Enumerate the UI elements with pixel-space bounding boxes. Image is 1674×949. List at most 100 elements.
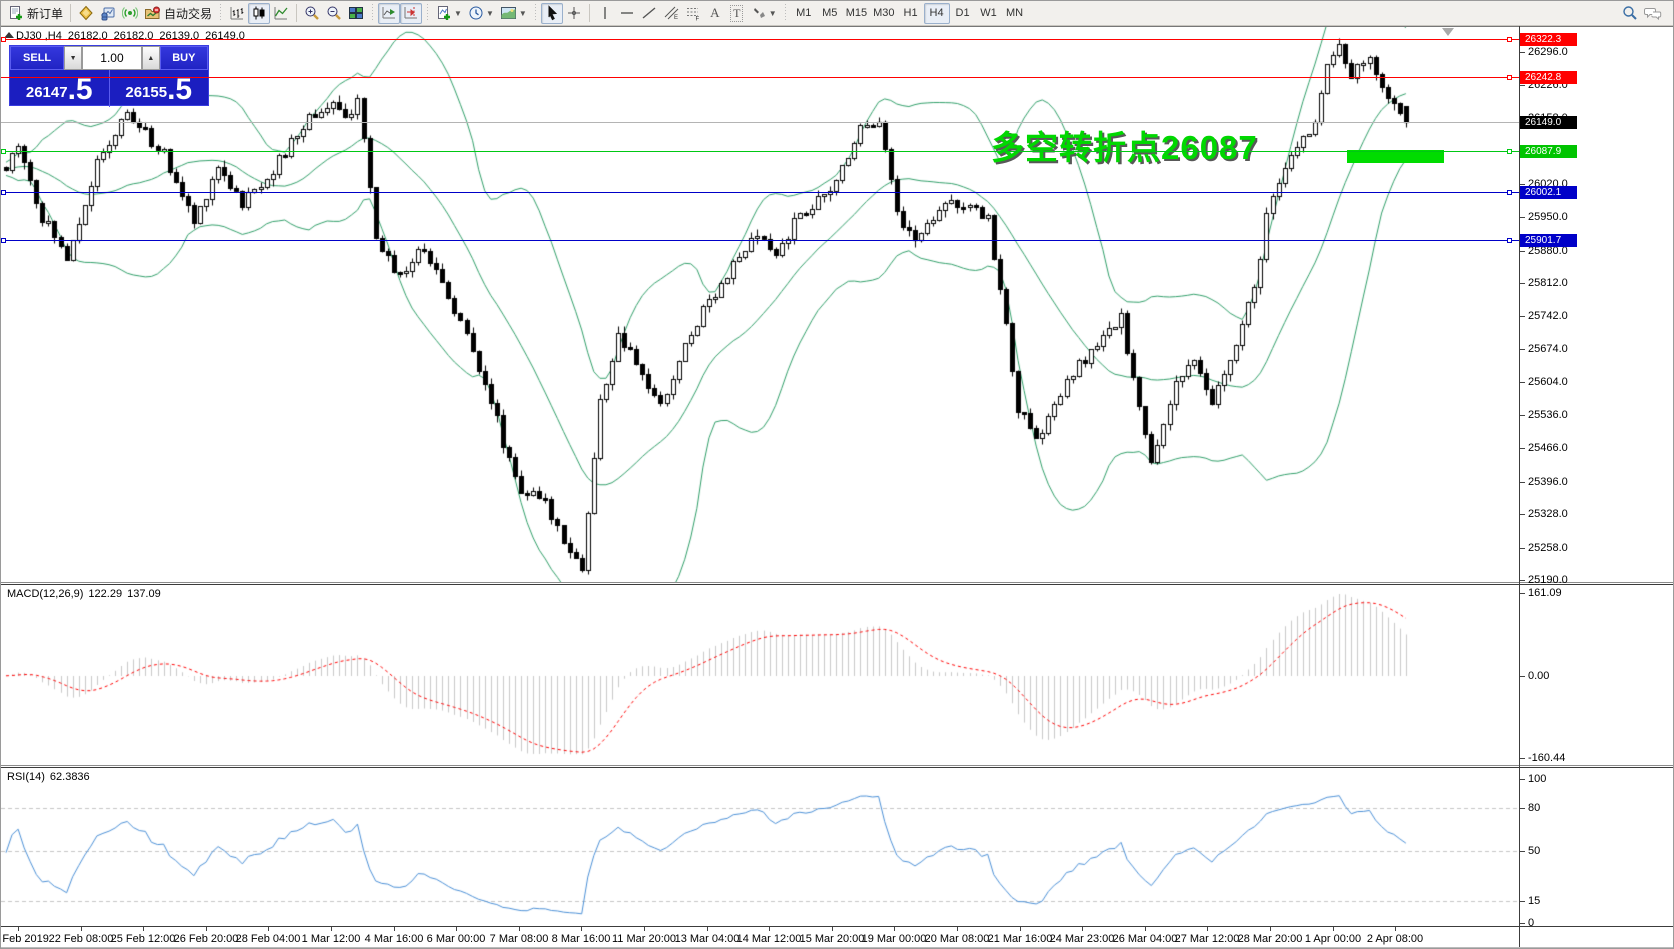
text-label-tool-button[interactable]: T [726,3,748,24]
resistance-line-1-badge: 26322.3 [1520,33,1577,46]
new-order-label: 新订单 [27,6,64,21]
pivot-line-handle-left[interactable] [1,149,6,154]
highlight-box[interactable] [1347,150,1444,163]
time-tick [1082,927,1083,931]
timeframe-h4[interactable]: H4 [923,2,950,24]
volume-decrease-button[interactable]: ▼ [64,46,82,70]
rsi-name: RSI(14) [7,771,45,783]
macd-canvas[interactable] [1,585,1519,764]
autotrading-icon [145,6,161,19]
bar-chart-button[interactable] [226,3,248,24]
macd-tick: -160.44 [1520,752,1565,764]
volume-input[interactable] [81,46,142,70]
resistance-line-1-handle-right[interactable] [1507,37,1512,42]
templates-dropdown-caret[interactable]: ▼ [518,8,527,18]
text-label-tool-icon: T [730,4,744,22]
buy-button[interactable]: BUY [159,46,208,70]
resistance-line-1[interactable] [1,39,1519,40]
bar-high: 26182.0 [113,30,154,42]
support-line-1-handle-right[interactable] [1507,190,1512,195]
fibonacci-tool-button[interactable]: F [682,3,704,24]
bar-close: 26149.0 [205,30,245,42]
market-watch-button[interactable] [97,3,119,24]
resistance-line-1-handle-left[interactable] [1,37,6,42]
periods-button[interactable]: ▼ [465,3,497,24]
chat-icon [1644,7,1662,20]
autotrading-button[interactable]: 自动交易 [141,3,215,24]
price-tick: 25880.0 [1520,245,1568,257]
indicators-dropdown-caret[interactable]: ▼ [454,8,462,18]
main-chart-canvas[interactable] [1,27,1519,582]
signals-icon [122,7,139,19]
text-tool-button[interactable]: A [704,3,726,24]
signals-button[interactable] [119,3,141,24]
arrows-dropdown-caret[interactable]: ▼ [768,8,777,18]
trendline-tool-button[interactable] [638,3,660,24]
price-tick: 25950.0 [1520,211,1568,223]
resistance-line-2-handle-right[interactable] [1507,75,1512,80]
resistance-line-2[interactable] [1,77,1519,78]
time-label: 1 Apr 00:00 [1304,933,1362,945]
equidistant-channel-tool-button[interactable]: E [660,3,682,24]
time-tick [268,927,269,931]
svg-text:E: E [674,15,678,21]
periods-dropdown-caret[interactable]: ▼ [485,8,494,18]
chat-button[interactable] [1641,3,1665,24]
time-tick [1020,927,1021,931]
one-click-toggle[interactable] [4,32,14,38]
timeframe-m1[interactable]: M1 [796,7,812,19]
rsi-tick: 0 [1520,917,1534,929]
autotrading-label: 自动交易 [164,6,213,21]
time-label: 22 Feb 08:00 [48,933,114,945]
horizontal-line-tool-button[interactable] [616,3,638,24]
vertical-line-tool-button[interactable] [594,3,616,24]
timeframe-w1[interactable]: W1 [980,7,997,19]
line-chart-button[interactable] [270,3,292,24]
support-line-2[interactable] [1,240,1519,241]
sell-price[interactable]: 26147.5 [10,70,110,107]
macd-tick: 161.09 [1520,587,1562,599]
chart-shift-marker[interactable] [1442,28,1454,36]
auto-scroll-button[interactable] [378,2,401,24]
time-tick [143,927,144,931]
zoom-out-button[interactable] [323,3,345,24]
timeframe-mn[interactable]: MN [1005,7,1024,19]
timeframe-m30[interactable]: M30 [873,7,895,19]
chart-shift-button[interactable] [400,2,423,24]
metaeditor-button[interactable] [75,3,97,24]
candlestick-chart-button[interactable] [248,2,271,24]
volume-increase-button[interactable]: ▲ [141,46,160,70]
time-label: 26 Mar 04:00 [1112,933,1178,945]
symbol-name: DJ30 ,H4 [16,30,62,42]
timeframe-h1[interactable]: H1 [903,7,918,19]
crosshair-tool-button[interactable] [563,3,585,24]
buy-price[interactable]: 26155.5 [125,73,193,106]
time-tick [1333,927,1334,931]
time-label: 28 Feb 04:00 [235,933,301,945]
timeframe-m15[interactable]: M15 [845,7,868,19]
zoom-in-button[interactable] [301,3,323,24]
support-line-1[interactable] [1,192,1519,193]
pivot-line-handle-right[interactable] [1507,149,1512,154]
support-line-2-handle-left[interactable] [1,238,6,243]
current-price-line[interactable] [1,122,1519,123]
templates-button[interactable]: ▼ [497,3,530,24]
rsi-canvas[interactable] [1,768,1519,925]
indicators-button[interactable]: ▼ [433,3,465,24]
search-button[interactable] [1619,3,1641,24]
tile-windows-button[interactable] [345,3,367,24]
cursor-tool-button[interactable] [540,2,563,24]
chart-annotation-text[interactable]: 多空转折点26087 [991,129,1258,166]
new-order-button[interactable]: 新订单 [5,3,66,24]
bar-open: 26182.0 [67,30,108,42]
support-line-1-handle-left[interactable] [1,190,6,195]
support-line-2-handle-right[interactable] [1507,238,1512,243]
arrows-tool-button[interactable]: ▼ [748,3,780,24]
timeframe-m5[interactable]: M5 [822,7,838,19]
time-label: 2 Apr 08:00 [1366,933,1424,945]
price-tick: 25536.0 [1520,409,1568,421]
timeframe-d1[interactable]: D1 [955,7,970,19]
time-tick [894,927,895,931]
pivot-line[interactable] [1,151,1519,152]
sell-button[interactable]: SELL [10,46,65,70]
